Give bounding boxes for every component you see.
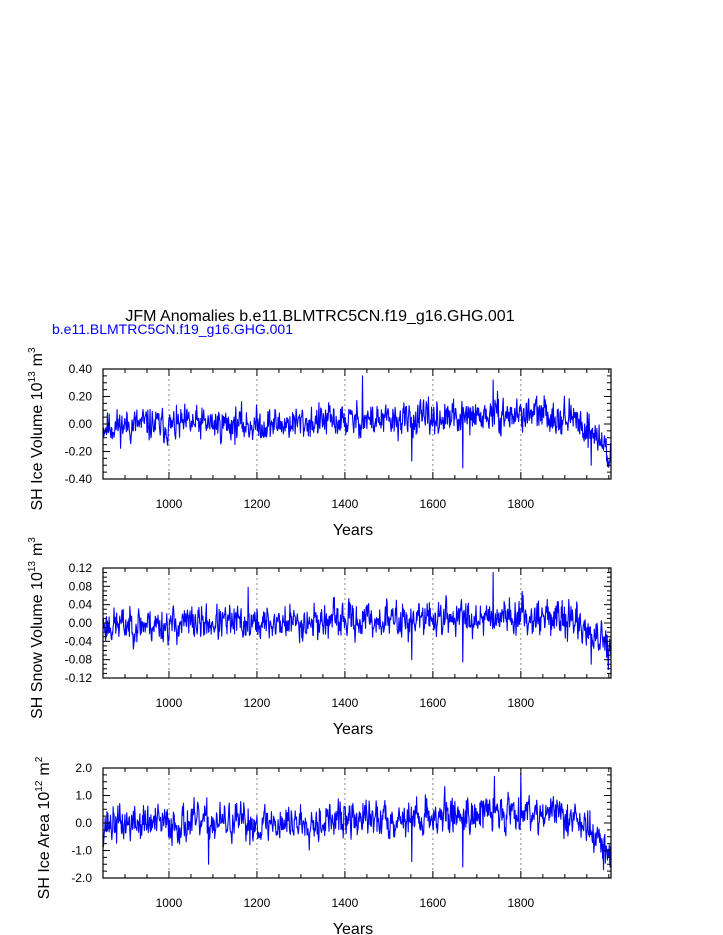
y-tick-label: 0.04 bbox=[69, 598, 93, 612]
x-tick-label: 1600 bbox=[420, 696, 447, 710]
y-axis-label: SH Ice Volume 1013 m3 bbox=[27, 347, 46, 511]
y-label-exponent: 12 bbox=[34, 780, 45, 792]
x-tick-label: 1800 bbox=[507, 497, 534, 511]
y-tick-label: -0.08 bbox=[65, 653, 93, 667]
x-tick-label: 1000 bbox=[156, 896, 183, 910]
y-tick-label: 0.12 bbox=[69, 561, 93, 575]
x-axis-label: Years bbox=[333, 721, 373, 738]
y-label-exponent: 13 bbox=[27, 561, 38, 573]
series-line bbox=[102, 572, 612, 671]
x-tick-label: 1200 bbox=[244, 696, 271, 710]
y-tick-label: 0.40 bbox=[69, 362, 93, 376]
panel-3: -2.0 -1.0 0.0 1.0 2.0 1000 1200 1400 1600 1800 Yea… bbox=[34, 756, 612, 935]
y-tick-label: -0.40 bbox=[65, 472, 93, 486]
y-axis-label: SH Ice Area 1012 m2 bbox=[34, 756, 53, 899]
y-label-unit-exponent: 3 bbox=[27, 537, 38, 543]
x-tick-label: 1600 bbox=[420, 896, 447, 910]
figure-title: JFM Anomalies b.e11.BLMTRC5CN.f19_g16.GH… bbox=[125, 308, 514, 325]
y-tick-label: 0.20 bbox=[69, 390, 93, 404]
x-tick-label: 1200 bbox=[244, 497, 271, 511]
x-tick-label: 1000 bbox=[156, 696, 183, 710]
x-tick-label: 1800 bbox=[507, 696, 534, 710]
y-label-unit-exponent: 3 bbox=[27, 347, 38, 353]
y-tick-label: -2.0 bbox=[71, 871, 92, 885]
y-tick-label: 0.00 bbox=[69, 616, 93, 630]
panels: -0.40 -0.20 0.00 0.20 0.40 1000 1200 1400 1600 18… bbox=[27, 347, 612, 935]
y-label-unit: m bbox=[29, 353, 46, 366]
legend-label: b.e11.BLMTRC5CN.f19_g16.GHG.001 bbox=[52, 321, 293, 337]
x-tick-label: 1000 bbox=[156, 497, 183, 511]
y-tick-label: 0.0 bbox=[75, 816, 92, 830]
series-line bbox=[102, 375, 612, 469]
y-tick-label: 1.0 bbox=[75, 789, 92, 803]
y-tick-label: -0.20 bbox=[65, 445, 93, 459]
y-label-unit: m bbox=[29, 543, 46, 556]
y-tick-label: -1.0 bbox=[71, 844, 92, 858]
panel-1: -0.40 -0.20 0.00 0.20 0.40 1000 1200 1400 1600 18… bbox=[27, 347, 612, 539]
x-tick-label: 1800 bbox=[507, 896, 534, 910]
x-tick-label: 1600 bbox=[420, 497, 447, 511]
x-tick-label: 1200 bbox=[244, 896, 271, 910]
y-label-main: SH Snow Volume 10 bbox=[29, 572, 46, 719]
y-label-main: SH Ice Area 10 bbox=[36, 792, 53, 900]
x-axis-label: Years bbox=[333, 921, 373, 935]
y-tick-label: 0.08 bbox=[69, 579, 93, 593]
y-tick-label: -0.04 bbox=[65, 634, 93, 648]
x-axis-label: Years bbox=[333, 522, 373, 539]
y-tick-label: 2.0 bbox=[75, 761, 92, 775]
series-line bbox=[102, 772, 612, 871]
y-label-unit-exponent: 2 bbox=[34, 756, 45, 762]
x-tick-label: 1400 bbox=[332, 497, 359, 511]
y-label-unit: m bbox=[36, 762, 53, 775]
y-label-main: SH Ice Volume 10 bbox=[29, 382, 46, 510]
y-tick-label: -0.12 bbox=[65, 671, 93, 685]
y-axis-label: SH Snow Volume 1013 m3 bbox=[27, 537, 46, 719]
y-tick-label: 0.00 bbox=[69, 417, 93, 431]
x-tick-label: 1400 bbox=[332, 896, 359, 910]
panel-2: -0.12 -0.08 -0.04 0.00 0.04 0.08 0.12 1000 1200 1… bbox=[27, 537, 612, 738]
x-tick-label: 1400 bbox=[332, 696, 359, 710]
y-label-exponent: 13 bbox=[27, 371, 38, 383]
